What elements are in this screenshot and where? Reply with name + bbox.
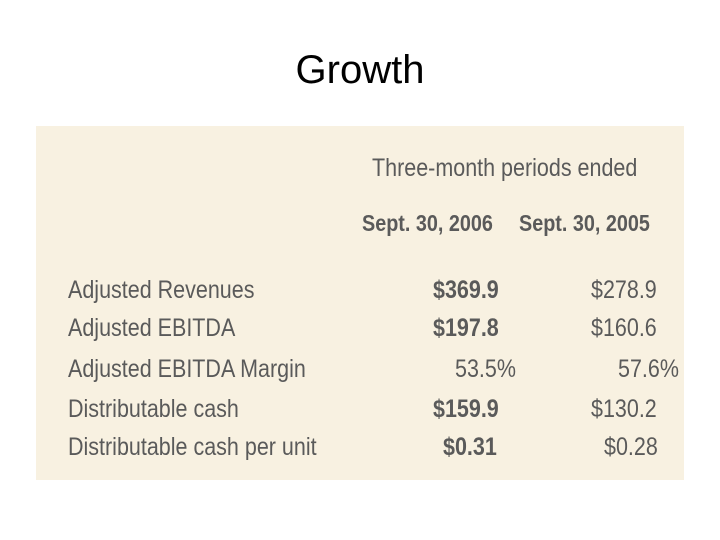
period-group-header: Three-month periods ended (372, 154, 638, 182)
value-distributable-cash-per-unit-2006: $0.31 (443, 433, 497, 461)
value-distributable-cash-2006: $159.9 (433, 395, 499, 423)
row-label-distributable-cash: Distributable cash (68, 395, 239, 423)
value-distributable-cash-2005: $130.2 (591, 395, 657, 423)
row-label-adjusted-ebitda-margin: Adjusted EBITDA Margin (68, 355, 306, 383)
value-adjusted-ebitda-margin-2006: 53.5% (455, 355, 516, 383)
column-header-2005: Sept. 30, 2005 (519, 210, 650, 236)
row-label-adjusted-revenues: Adjusted Revenues (68, 276, 255, 304)
value-adjusted-ebitda-2005: $160.6 (591, 314, 657, 342)
value-adjusted-revenues-2006: $369.9 (433, 276, 499, 304)
slide-title: Growth (295, 48, 425, 92)
value-adjusted-ebitda-2006: $197.8 (433, 314, 499, 342)
value-adjusted-revenues-2005: $278.9 (591, 276, 657, 304)
value-adjusted-ebitda-margin-2005: 57.6% (618, 355, 679, 383)
row-label-distributable-cash-per-unit: Distributable cash per unit (68, 433, 317, 461)
value-distributable-cash-per-unit-2005: $0.28 (604, 433, 658, 461)
column-header-2006: Sept. 30, 2006 (362, 210, 493, 236)
row-label-adjusted-ebitda: Adjusted EBITDA (68, 314, 236, 342)
financial-table: Three-month periods ended Sept. 30, 2006… (36, 126, 684, 480)
